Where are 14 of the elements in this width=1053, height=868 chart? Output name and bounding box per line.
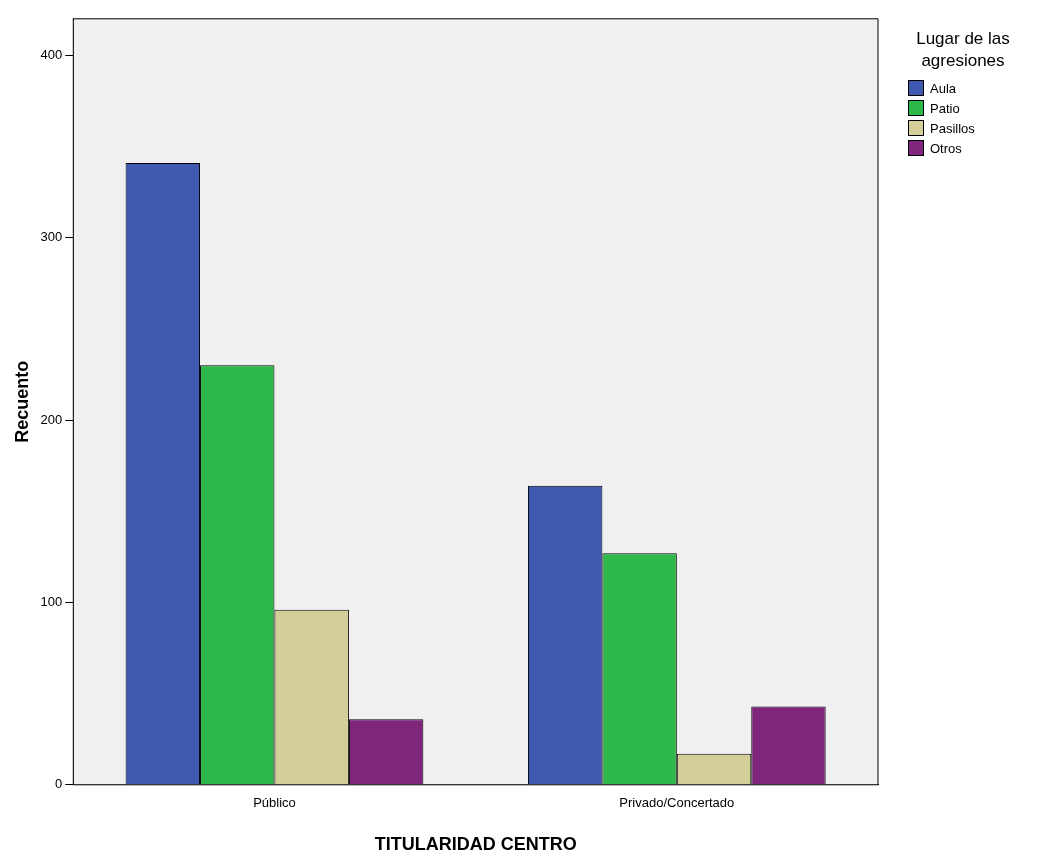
- legend-label: Patio: [930, 100, 960, 116]
- legend-label: Pasillos: [930, 120, 975, 136]
- legend-label: Aula: [930, 80, 957, 96]
- x-tick-label: Privado/Concertado: [619, 795, 735, 811]
- legend-title: Lugar de las agresiones: [915, 28, 1011, 72]
- y-axis-title: Recuento: [11, 360, 32, 443]
- y-tick-label: 400: [40, 46, 63, 62]
- y-tick-label: 200: [40, 411, 63, 427]
- x-tick-label: Público: [253, 795, 296, 811]
- x-axis-title: TITULARIDAD CENTRO: [374, 834, 577, 855]
- legend-label: Otros: [930, 140, 962, 156]
- y-tick-label: 0: [55, 776, 63, 792]
- y-tick-label: 100: [40, 594, 63, 609]
- y-tick-label: 300: [40, 229, 63, 245]
